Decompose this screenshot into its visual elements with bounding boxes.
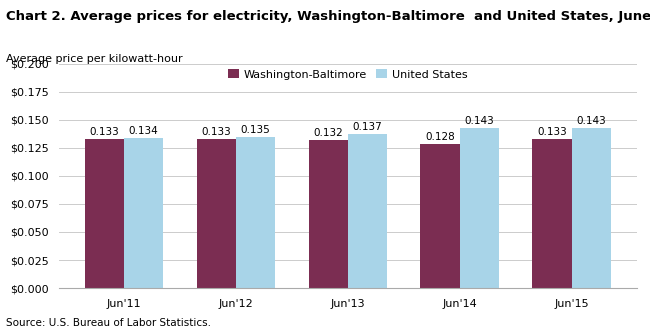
Bar (460, 128, 499, 288)
Text: 0.134: 0.134 (129, 126, 159, 136)
Text: 0.133: 0.133 (202, 127, 231, 137)
Bar (84, 139, 124, 288)
Bar (236, 137, 275, 288)
Text: Average price per kilowatt-hour: Average price per kilowatt-hour (6, 54, 183, 64)
Text: Source: U.S. Bureau of Labor Statistics.: Source: U.S. Bureau of Labor Statistics. (6, 318, 211, 328)
Bar (124, 138, 163, 288)
Text: 0.132: 0.132 (313, 128, 343, 138)
Text: 0.135: 0.135 (240, 125, 270, 135)
Bar (532, 139, 571, 288)
Text: 0.128: 0.128 (425, 132, 455, 142)
Text: 0.143: 0.143 (464, 116, 494, 126)
Text: 0.137: 0.137 (352, 122, 382, 132)
Legend: Washington-Baltimore, United States: Washington-Baltimore, United States (228, 69, 467, 80)
Text: 0.133: 0.133 (90, 127, 119, 137)
Bar (421, 144, 460, 288)
Bar (309, 140, 348, 288)
Text: 0.133: 0.133 (537, 127, 567, 137)
Bar (197, 139, 236, 288)
Text: 0.143: 0.143 (577, 116, 606, 126)
Text: Chart 2. Average prices for electricity, Washington-Baltimore  and United States: Chart 2. Average prices for electricity,… (6, 10, 650, 23)
Bar (571, 128, 611, 288)
Bar (348, 134, 387, 288)
